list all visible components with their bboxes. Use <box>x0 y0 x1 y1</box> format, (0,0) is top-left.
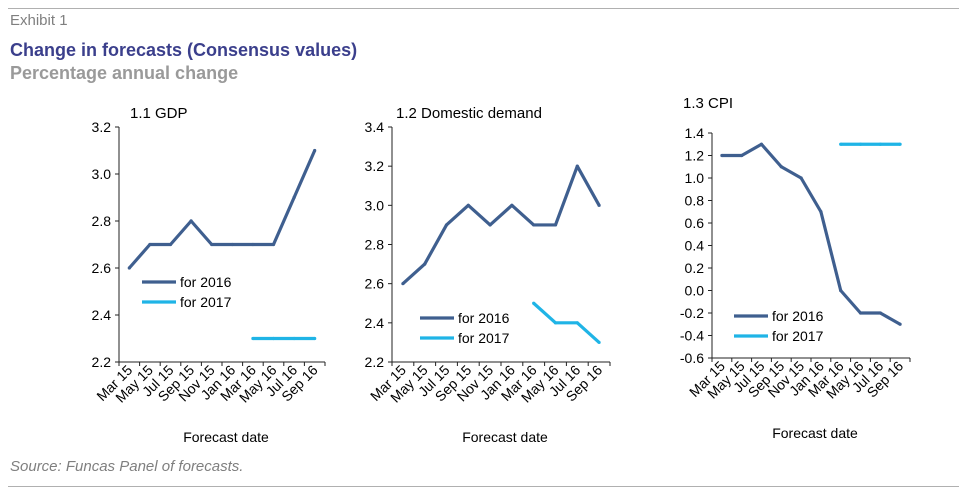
x-axis-title: Forecast date <box>462 429 548 445</box>
y-tick-label: -0.6 <box>680 350 704 366</box>
exhibit-label: Exhibit 1 <box>10 12 68 29</box>
data-point <box>819 210 823 214</box>
data-point <box>575 321 579 325</box>
data-point <box>858 311 863 315</box>
figure-title: Change in forecasts (Consensus values) <box>10 40 358 60</box>
x-axis-title: Forecast date <box>183 429 269 445</box>
y-tick-label: 2.6 <box>365 276 385 292</box>
data-point <box>779 165 783 169</box>
y-tick-label: 3.0 <box>92 166 112 182</box>
y-tick-label: 2.8 <box>92 213 112 229</box>
data-point <box>878 142 882 146</box>
data-point <box>444 223 449 227</box>
y-tick-label: 1.4 <box>685 125 705 141</box>
y-tick-label: 2.8 <box>365 237 385 253</box>
data-point <box>532 223 536 227</box>
data-point <box>553 223 558 227</box>
data-point <box>839 142 843 146</box>
data-point <box>210 242 214 247</box>
x-axis-title: Forecast date <box>772 425 858 441</box>
y-tick-label: 3.2 <box>365 158 385 174</box>
y-tick-label: 3.0 <box>365 197 385 213</box>
y-tick-label: 2.2 <box>365 354 385 370</box>
y-tick-label: 1.2 <box>685 148 705 164</box>
data-point <box>313 336 317 341</box>
data-point <box>230 242 234 247</box>
data-point <box>740 153 744 158</box>
data-point <box>720 153 724 158</box>
y-tick-label: 0.4 <box>685 238 705 254</box>
data-point <box>148 242 152 247</box>
data-point <box>251 242 255 247</box>
legend-label: for 2016 <box>180 274 232 290</box>
data-point <box>532 301 536 305</box>
data-point <box>510 203 514 207</box>
source-note: Source: Funcas Panel of forecasts. <box>10 458 244 475</box>
panel-title: 1.3 CPI <box>683 95 733 112</box>
y-tick-label: 0.0 <box>685 283 705 299</box>
y-tick-label: -0.2 <box>680 305 704 321</box>
data-point <box>189 219 193 223</box>
legend-label: for 2017 <box>458 330 510 346</box>
data-point <box>898 322 902 326</box>
legend-label: for 2017 <box>772 328 824 344</box>
data-point <box>597 340 601 345</box>
bottom-rule <box>8 486 959 487</box>
y-tick-label: 2.2 <box>92 354 112 370</box>
data-point <box>799 176 803 180</box>
data-point <box>839 288 843 293</box>
data-point <box>313 148 317 153</box>
y-tick-label: 1.0 <box>685 170 705 186</box>
y-tick-label: 2.4 <box>365 315 385 331</box>
data-point <box>597 203 601 207</box>
series-line-for-2017 <box>532 302 601 344</box>
data-point <box>575 164 579 168</box>
data-point <box>292 195 296 200</box>
data-point <box>553 321 558 325</box>
data-point <box>271 242 276 247</box>
data-point <box>488 223 492 227</box>
data-point <box>168 242 173 247</box>
figure-subtitle: Percentage annual change <box>10 63 239 83</box>
data-point <box>127 266 131 270</box>
y-tick-label: 3.4 <box>365 119 385 135</box>
data-point <box>423 262 427 266</box>
data-point <box>759 142 764 146</box>
data-point <box>401 282 405 286</box>
legend-label: for 2017 <box>180 294 232 310</box>
data-point <box>878 311 882 315</box>
legend-label: for 2016 <box>772 308 824 324</box>
data-point <box>466 203 470 207</box>
top-rule <box>8 8 959 9</box>
data-point <box>292 336 296 341</box>
panel-title: 1.2 Domestic demand <box>396 105 542 122</box>
y-tick-label: -0.4 <box>680 328 704 344</box>
y-tick-label: 0.6 <box>685 215 705 231</box>
panel-title: 1.1 GDP <box>130 105 188 122</box>
legend-label: for 2016 <box>458 310 510 326</box>
y-tick-label: 3.2 <box>92 119 112 135</box>
series-line-for-2016 <box>401 164 601 285</box>
y-tick-label: 0.8 <box>685 193 705 209</box>
y-tick-label: 2.4 <box>92 307 112 323</box>
y-tick-label: 0.2 <box>685 260 705 276</box>
data-point <box>858 142 863 146</box>
y-tick-label: 2.6 <box>92 260 112 276</box>
data-point <box>898 142 902 146</box>
data-point <box>251 336 255 341</box>
data-point <box>271 336 276 341</box>
series-line-for-2016 <box>128 149 317 270</box>
series-line-for-2016 <box>721 142 901 326</box>
